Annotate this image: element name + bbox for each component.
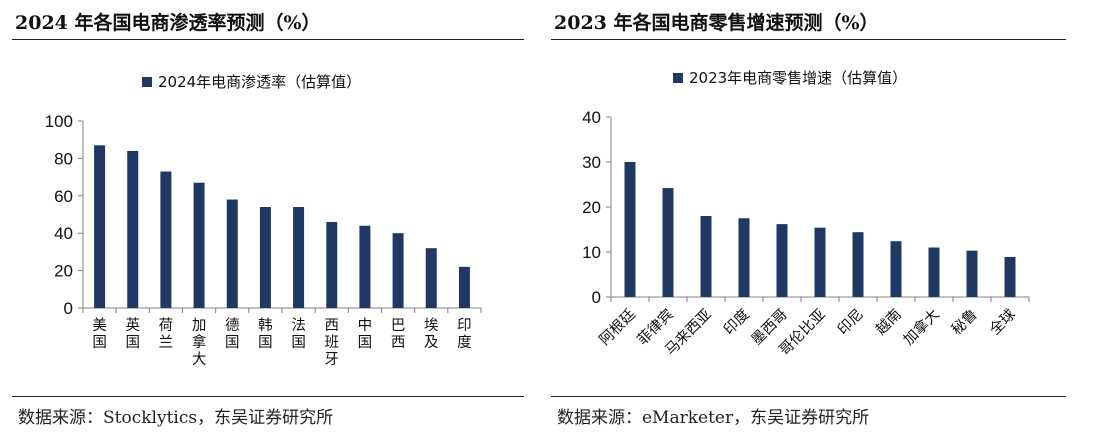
bar [326,221,338,308]
bar [160,171,172,308]
x-category-label: 阿根廷 [596,305,639,348]
bar [700,216,712,297]
y-tick-label: 10 [582,243,601,262]
bar [1004,256,1016,297]
y-tick-label: 60 [54,187,73,206]
bar [293,207,305,308]
y-tick-label: 40 [582,108,601,127]
x-category-label: 印尼 [834,306,867,339]
bar [852,232,864,297]
right-panel: 2023 年各国电商零售增速预测（%） 2023年电商零售增速（估算值） 0 10 2… [551,0,1066,448]
bar [425,248,437,308]
left-top-rule [12,39,524,40]
bar [776,224,788,297]
bar [259,207,271,308]
x-category-label: 印度 [720,306,753,339]
left-panel-title: 2024 年各国电商渗透率预测（%） [15,12,321,34]
left-source-note: 数据来源：Stocklytics，东吴证券研究所 [18,408,334,428]
y-tick-label: 0 [592,288,601,307]
x-category-label: 加拿大 [192,317,207,368]
y-tick-label: 30 [582,153,601,172]
right-bottom-rule [551,396,1066,397]
bar [928,247,940,297]
bar [890,241,902,297]
bar [193,182,205,308]
bar [226,199,238,308]
x-category-label: 印度 [457,317,472,351]
x-category-label: 加拿大 [899,305,942,348]
bar [458,266,470,308]
legend-label: 2023年电商零售增速（估算值） [689,69,907,87]
x-category-label: 荷兰 [159,317,174,351]
x-category-label: 英国 [126,316,141,351]
x-category-label: 西班牙 [325,318,340,368]
bar [127,150,139,308]
legend-label: 2024年电商渗透率（估算值） [158,73,361,91]
bar [814,227,826,297]
bar [738,218,750,297]
bar [94,145,106,308]
x-category-label: 中国 [358,317,373,351]
y-tick-label: 80 [54,149,73,168]
bar [624,162,636,297]
legend-swatch [142,77,152,87]
x-category-label: 美国 [92,317,107,351]
bar [392,233,404,308]
left-panel: 2024 年各国电商渗透率预测（%） 2024年电商渗透率（估算值） 0 20 40 6… [12,0,524,448]
x-category-label: 巴西 [391,318,406,351]
legend-swatch [673,73,683,83]
bar [966,250,978,297]
right-source-note: 数据来源：eMarketer，东吴证券研究所 [557,408,870,428]
right-top-rule [551,39,1066,40]
x-category-label: 越南 [872,306,905,339]
bar [359,225,371,308]
x-category-label: 秘鲁 [948,306,981,339]
bar [662,188,674,297]
right-panel-title: 2023 年各国电商零售增速预测（%） [554,12,879,34]
y-tick-label: 0 [64,299,73,318]
y-tick-label: 40 [54,224,73,243]
x-category-label: 韩国 [258,317,273,351]
x-category-label: 德国 [225,317,240,351]
x-category-label: 全球 [986,305,1020,339]
y-tick-label: 100 [45,112,73,131]
left-bottom-rule [12,396,524,397]
x-category-label: 法国 [291,317,306,351]
y-tick-label: 20 [54,262,73,281]
y-tick-label: 20 [582,198,601,217]
x-category-label: 埃及 [424,317,439,351]
